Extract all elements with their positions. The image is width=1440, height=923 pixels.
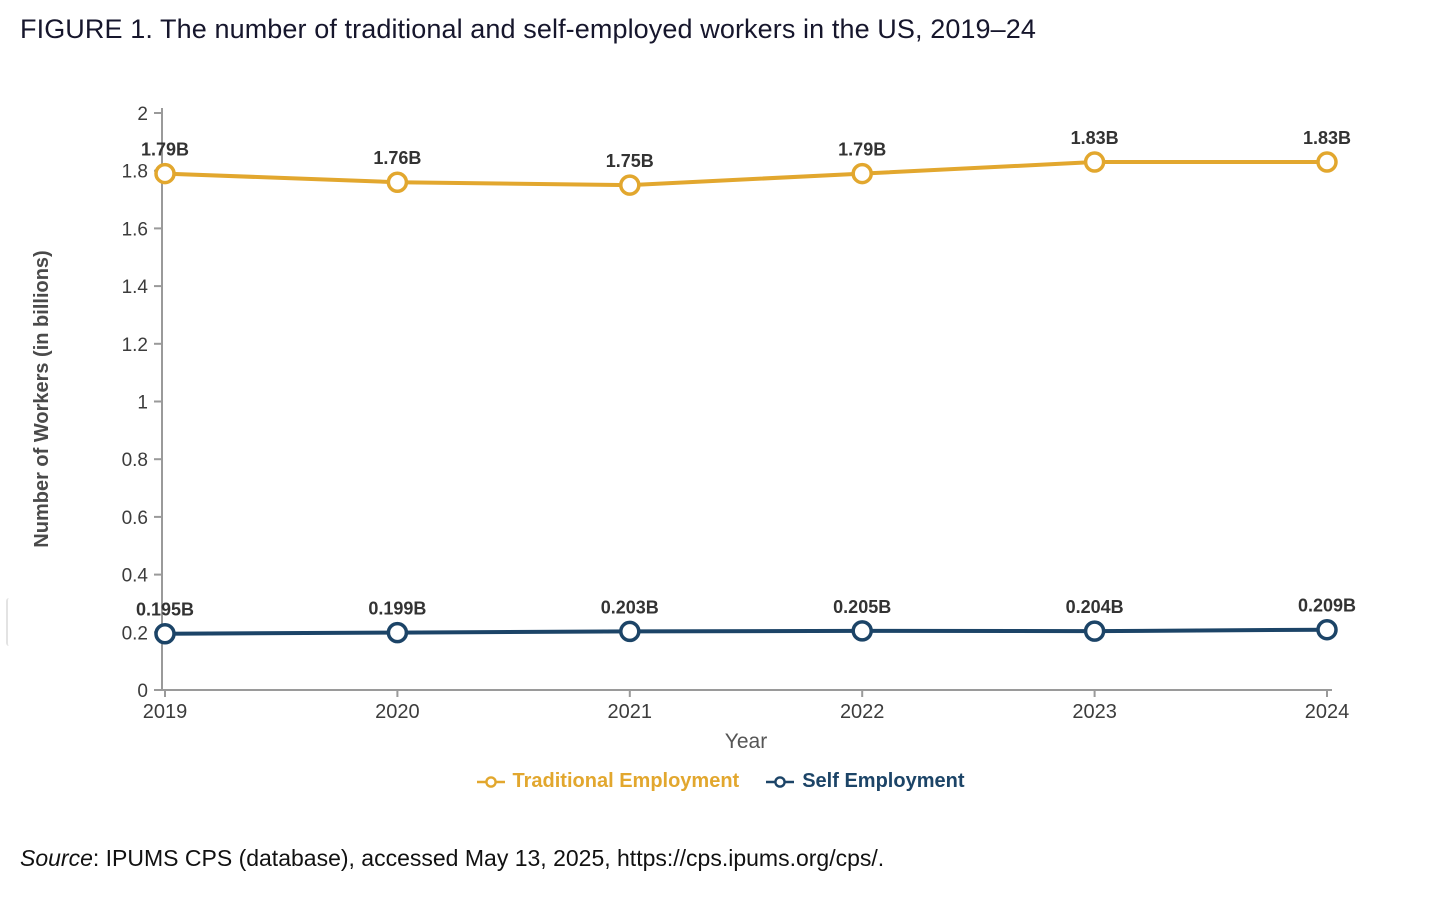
legend-item-traditional: Traditional Employment [476, 770, 740, 793]
line-chart: 0 0.2 0.4 0.6 0.8 1 1.2 1.4 1.6 1.8 2 2019 2020 2021 2… [31, 104, 1356, 753]
figure-title: FIGURE 1. The number of traditional and … [20, 14, 1037, 44]
data-point [1316, 618, 1338, 641]
data-point [1083, 151, 1106, 173]
screen-edge-artifact [6, 598, 12, 646]
x-tick-label: 2024 [1305, 701, 1350, 723]
data-point-label: 0.195B [136, 600, 194, 620]
y-tick-label: 2 [137, 104, 148, 125]
y-tick-label: 0 [137, 681, 148, 702]
data-point [851, 620, 873, 642]
source-prefix: Source [20, 845, 93, 871]
data-point-label: 1.83B [1303, 128, 1351, 148]
y-axis-title: Number of Workers (in billions) [31, 250, 53, 547]
data-point-label: 1.79B [141, 140, 189, 160]
y-tick-label: 0.6 [122, 508, 148, 529]
legend-label-traditional: Traditional Employment [512, 770, 740, 792]
data-point-label: 1.79B [838, 140, 886, 160]
data-point-label: 1.83B [1071, 128, 1119, 148]
chart-legend: Traditional Employment Self Employment [0, 770, 1440, 793]
x-tick-label: 2023 [1072, 701, 1117, 723]
data-point [851, 162, 873, 185]
data-point-label: 1.76B [373, 148, 421, 168]
data-point-label: 0.199B [368, 599, 426, 619]
y-tick-label: 1.4 [122, 277, 149, 298]
x-axis-title: Year [725, 730, 767, 753]
data-point [154, 162, 176, 185]
y-tick-label: 1.8 [122, 162, 148, 183]
series-line-0 [163, 160, 1329, 188]
source-line: Source: IPUMS CPS (database), accessed M… [20, 845, 884, 872]
x-tick-label: 2021 [608, 701, 653, 723]
y-tick-label: 0.2 [122, 623, 148, 644]
data-point-label: 0.204B [1066, 597, 1124, 617]
y-tick-label: 0.4 [122, 566, 149, 587]
data-point [154, 622, 176, 645]
legend-label-self: Self Employment [802, 770, 965, 792]
series-line-1 [163, 627, 1329, 636]
y-tick-label: 1 [137, 393, 148, 414]
data-point-label: 0.209B [1298, 596, 1356, 616]
y-tick-label: 1.6 [122, 219, 148, 240]
data-point [386, 171, 409, 193]
data-point [386, 621, 409, 644]
x-tick-label: 2022 [840, 701, 885, 723]
y-tick-label: 0.8 [122, 450, 148, 471]
y-tick-label: 1.2 [122, 335, 148, 356]
data-point [619, 620, 641, 643]
legend-item-self: Self Employment [765, 770, 964, 793]
data-point [1316, 151, 1338, 173]
source-text: : IPUMS CPS (database), accessed May 13,… [92, 845, 885, 871]
legend-marker-traditional-icon [476, 775, 505, 788]
legend-marker-self-icon [766, 775, 795, 788]
x-tick-label: 2020 [375, 701, 420, 723]
data-point-label: 0.205B [833, 597, 891, 617]
x-tick-label: 2019 [143, 701, 188, 723]
data-point [1083, 620, 1106, 642]
data-point [619, 174, 641, 196]
data-point-label: 1.75B [606, 151, 654, 171]
data-point-label: 0.203B [601, 597, 659, 617]
